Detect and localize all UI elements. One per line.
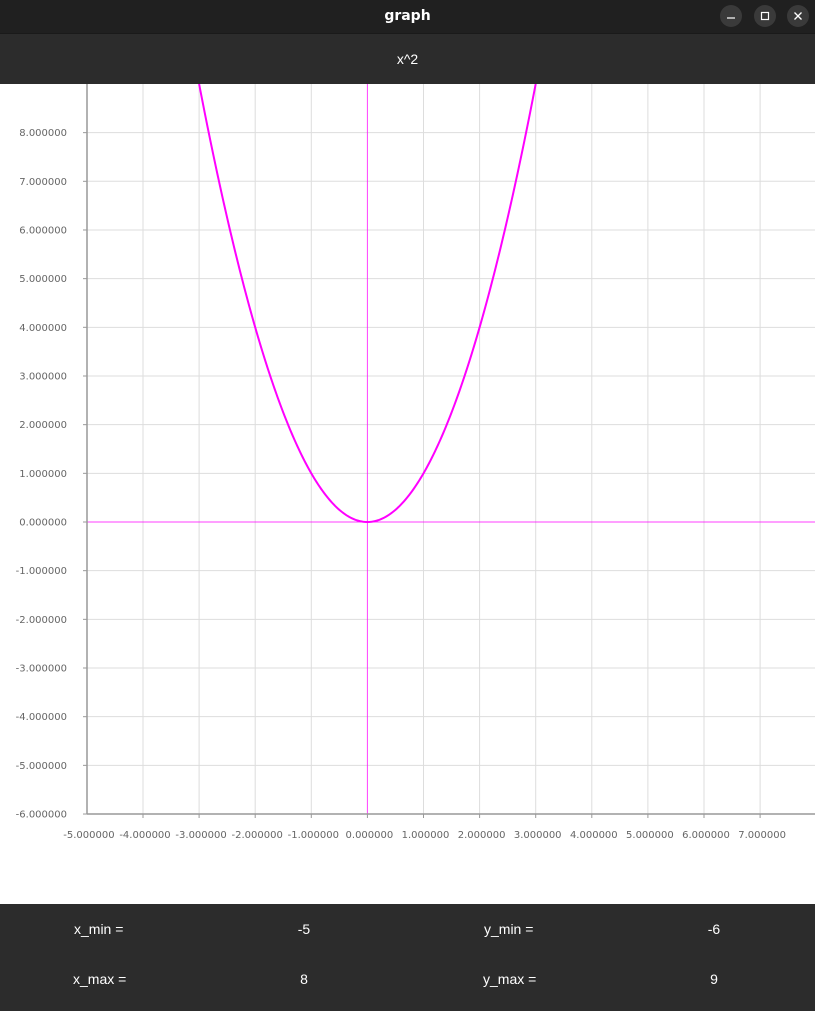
function-header: x^2 [0, 33, 815, 84]
minimize-button[interactable] [720, 5, 742, 27]
x-tick-label: 5.000000 [626, 830, 674, 841]
x-max-label: x_max = [73, 971, 127, 987]
x-tick-label: -3.000000 [175, 830, 226, 841]
x-tick-label: 2.000000 [458, 830, 506, 841]
y-max-value[interactable]: 9 [710, 971, 718, 987]
maximize-button[interactable] [754, 5, 776, 27]
y-tick-label: 2.000000 [19, 420, 67, 431]
y-tick-label: -6.000000 [16, 810, 67, 821]
y-tick-label: 1.000000 [19, 469, 67, 480]
y-tick-label: -5.000000 [16, 761, 67, 772]
function-curve [198, 84, 537, 524]
x-min-value[interactable]: -5 [297, 921, 311, 937]
y-max-label: y_max = [483, 971, 537, 987]
y-tick-label: -3.000000 [16, 664, 67, 675]
x-tick-label: 3.000000 [514, 830, 562, 841]
y-tick-label: 4.000000 [19, 323, 67, 334]
close-icon [793, 11, 803, 21]
close-button[interactable] [787, 5, 809, 27]
range-controls: x_min = -5 y_min = -6 x_max = 8 y_max = … [0, 904, 815, 1011]
x-tick-label: -1.000000 [288, 830, 339, 841]
y-tick-label: 3.000000 [19, 371, 67, 382]
title-bar: graph [0, 0, 815, 33]
x-tick-label: -5.000000 [63, 830, 114, 841]
x-max-value[interactable]: 8 [300, 971, 308, 987]
x-tick-label: -4.000000 [119, 830, 170, 841]
y-tick-label: 6.000000 [19, 225, 67, 236]
x-tick-label: 7.000000 [738, 830, 786, 841]
function-expression: x^2 [396, 51, 419, 67]
y-tick-label: 5.000000 [19, 274, 67, 285]
x-tick-label: -2.000000 [232, 830, 283, 841]
y-tick-label: 7.000000 [19, 177, 67, 188]
window-title: graph [384, 8, 431, 24]
x-tick-label: 4.000000 [570, 830, 618, 841]
y-tick-label: 8.000000 [19, 128, 67, 139]
y-min-label: y_min = [484, 921, 534, 937]
x-min-label: x_min = [74, 921, 124, 937]
y-tick-label: 0.000000 [19, 518, 67, 529]
maximize-icon [760, 11, 770, 21]
x-tick-label: 0.000000 [346, 830, 394, 841]
x-tick-label: 1.000000 [402, 830, 450, 841]
y-tick-label: -1.000000 [16, 566, 67, 577]
y-tick-label: -4.000000 [16, 712, 67, 723]
y-tick-label: -2.000000 [16, 615, 67, 626]
minimize-icon [726, 11, 736, 21]
function-graph: 8.000000 7.000000 6.000000 5.000000 4.000000… [16, 84, 815, 841]
plot-area: 8.000000 7.000000 6.000000 5.000000 4.000000… [0, 84, 815, 904]
x-tick-label: 6.000000 [682, 830, 730, 841]
y-min-value[interactable]: -6 [707, 921, 721, 937]
